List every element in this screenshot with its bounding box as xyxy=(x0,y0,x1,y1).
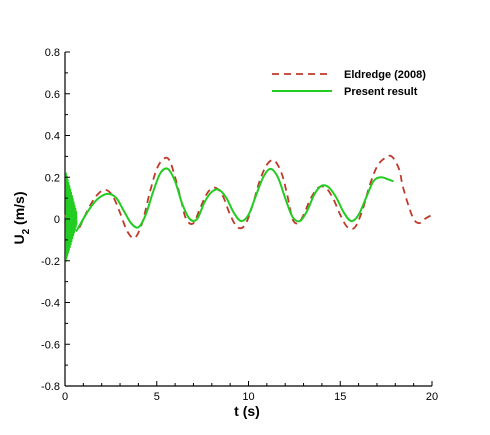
ticks-layer: -0.8 -0.6 -0.4 -0.2 0 0.2 0.4 0.6 0.8 0 5 10 15 20 xyxy=(41,47,438,403)
legend: Eldredge (2008) Present result xyxy=(272,69,426,98)
x-tick-label: 20 xyxy=(426,391,438,403)
series-layer xyxy=(64,154,433,263)
x-tick-label: 0 xyxy=(62,391,68,403)
y-tick-label: 0.6 xyxy=(45,89,60,101)
x-tick-label: 15 xyxy=(334,391,346,403)
y-axis-title-main: U xyxy=(11,234,27,244)
y-tick-label: -0.2 xyxy=(41,256,60,268)
y-tick-label: 0.2 xyxy=(45,172,60,184)
legend-label-present: Present result xyxy=(344,86,418,98)
y-tick-label: -0.4 xyxy=(41,298,60,310)
series-line-present xyxy=(78,167,394,229)
x-tick-label: 10 xyxy=(242,391,254,403)
y-axis-title-unit: (m/s) xyxy=(11,191,27,228)
x-axis-title: t (s) xyxy=(234,403,260,419)
initial-oscillation-trace xyxy=(65,172,78,263)
series-line-eldredge xyxy=(64,154,433,239)
y-axis-title-subscript: 2 xyxy=(21,228,32,234)
initial-oscillation-tail xyxy=(75,218,85,233)
y-tick-label: 0 xyxy=(54,214,60,226)
x-tick-label: 5 xyxy=(154,391,160,403)
y-tick-label: -0.6 xyxy=(41,339,60,351)
y-tick-label: -0.8 xyxy=(41,381,60,393)
y-axis-title: U2 (m/s) xyxy=(11,191,32,244)
y-tick-label: 0.8 xyxy=(45,47,60,59)
y-axis-title-text: U2 (m/s) xyxy=(11,191,32,244)
initial-oscillation xyxy=(65,172,85,263)
y-tick-label: 0.4 xyxy=(45,131,60,143)
legend-label-eldredge: Eldredge (2008) xyxy=(344,69,426,81)
